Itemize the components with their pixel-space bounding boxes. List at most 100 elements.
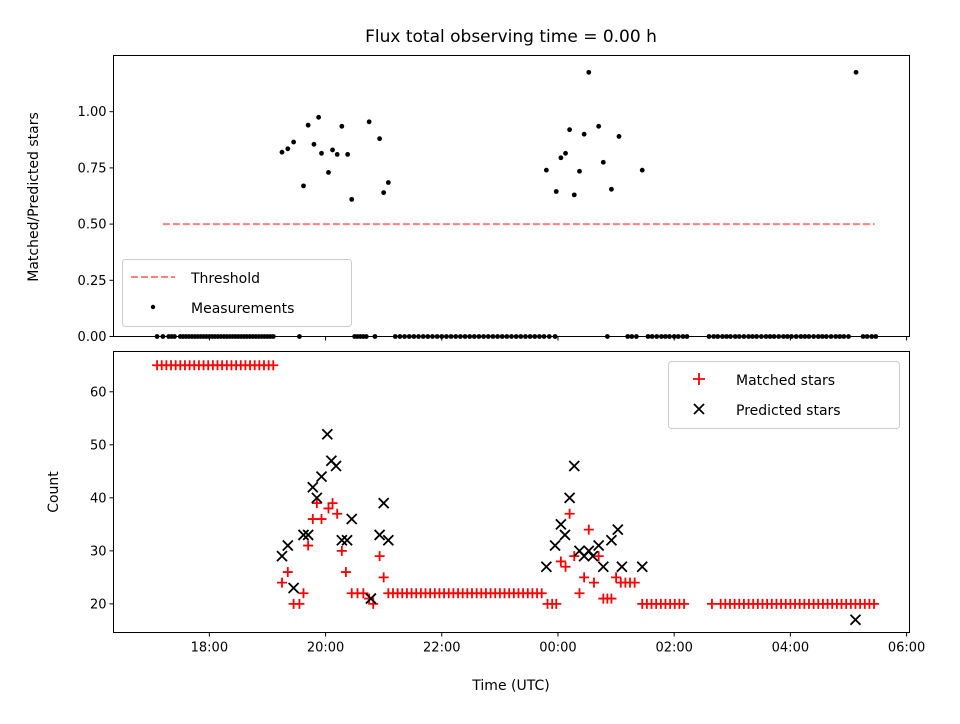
- measurement-point: [381, 190, 387, 196]
- predicted-star-point: [302, 529, 314, 541]
- matched-star-point: [589, 577, 600, 588]
- predicted-star-point: [287, 582, 300, 594]
- predicted-star-point: [587, 550, 599, 562]
- predicted-star-point: [549, 539, 561, 552]
- legend-matched-swatch: [693, 373, 705, 385]
- measurement-point: [349, 196, 355, 202]
- matched-star-point: [706, 598, 717, 609]
- measurement-point: [339, 123, 345, 129]
- measurement-point: [543, 167, 549, 173]
- measurement-point: [319, 150, 324, 156]
- measurement-point: [558, 155, 564, 161]
- measurement-point: [301, 183, 306, 189]
- legend-predicted-label: Predicted stars: [736, 403, 841, 419]
- bottom-x-tick-label: 22:00: [423, 641, 460, 656]
- predicted-star-point: [307, 481, 319, 493]
- predicted-star-point: [559, 529, 571, 541]
- measurement-point: [326, 169, 331, 175]
- matched-star-point: [327, 498, 338, 509]
- top-legend: Threshold Measurements: [122, 259, 352, 327]
- top-y-tick-label: 0.50: [78, 218, 107, 233]
- bottom-x-tick-label: 18:00: [191, 641, 228, 656]
- measurement-point: [853, 69, 859, 75]
- measurement-point: [377, 136, 383, 142]
- predicted-star-point: [373, 529, 386, 541]
- bottom-legend-box: [668, 361, 900, 429]
- measurement-point: [581, 131, 587, 137]
- measurement-point: [596, 123, 602, 129]
- top-y-axis-label: Matched/Predicted stars: [26, 112, 42, 282]
- matched-star-point: [276, 577, 287, 588]
- matched-star-point: [583, 524, 594, 535]
- matched-star-point: [268, 360, 279, 371]
- matched-star-point: [611, 572, 622, 583]
- bottom-legend: Matched stars Predicted stars: [668, 361, 900, 429]
- top-panel: Flux total observing time = 0.00 h 0.000…: [26, 27, 910, 345]
- measurement-point: [385, 180, 391, 185]
- predicted-star-point: [568, 460, 580, 472]
- matched-star-point: [307, 514, 318, 525]
- predicted-star-point: [330, 460, 342, 472]
- matched-star-point: [323, 503, 334, 514]
- matched-star-point: [593, 551, 604, 562]
- predicted-star-point: [382, 534, 394, 546]
- matched-star-point: [569, 551, 580, 562]
- bottom-y-tick-label: 30: [90, 544, 107, 559]
- bottom-x-tick-label: 02:00: [655, 641, 692, 656]
- matched-star-point: [294, 598, 305, 609]
- predicted-star-point: [555, 518, 567, 530]
- matched-star-point: [629, 577, 640, 588]
- measurement-point: [577, 168, 582, 174]
- measurement-point: [616, 134, 622, 139]
- matched-star-point: [340, 567, 351, 578]
- bottom-panel: 20 30 40 50 60 18:00 20:00 22:00 00:00 02:00 04:0…: [46, 351, 925, 694]
- bottom-x-tick-label: 06:00: [888, 641, 925, 656]
- predicted-star-point: [336, 534, 348, 546]
- measurement-point: [600, 159, 606, 165]
- bottom-x-tick-label: 04:00: [772, 641, 809, 656]
- matched-star-point: [282, 567, 293, 578]
- matched-star-point: [364, 593, 375, 604]
- bottom-y-tick-label: 20: [90, 597, 107, 612]
- matched-star-point: [298, 588, 309, 599]
- matched-star-point: [560, 561, 571, 572]
- predicted-star-point: [282, 539, 294, 552]
- predicted-star-point: [378, 497, 390, 509]
- matched-star-point: [564, 508, 575, 519]
- measurement-point: [639, 167, 645, 173]
- measurement-point: [334, 152, 340, 157]
- top-y-tick-label: 0.25: [78, 274, 107, 289]
- predicted-star-point: [593, 539, 605, 552]
- matched-star-point: [574, 588, 585, 599]
- measurement-point: [553, 189, 559, 194]
- predicted-star-point: [612, 524, 624, 536]
- predicted-star-point: [346, 513, 358, 525]
- legend-matched-label: Matched stars: [736, 373, 835, 389]
- bottom-y-tick-label: 50: [90, 438, 107, 453]
- bottom-series-layer: [152, 360, 880, 626]
- measurement-point: [586, 69, 592, 75]
- predicted-star-point: [636, 561, 648, 573]
- bottom-x-axis: 18:00 20:00 22:00 00:00 02:00 04:00 06:00: [191, 632, 925, 656]
- bottom-y-axis-label: Count: [46, 471, 62, 513]
- predicted-star-point: [597, 561, 609, 573]
- legend-predicted-swatch: [693, 403, 705, 415]
- matched-star-point: [374, 551, 385, 562]
- legend-threshold-label: Threshold: [190, 271, 260, 287]
- measurement-point: [571, 192, 577, 198]
- matched-star-point: [536, 588, 547, 599]
- matched-star-point: [555, 556, 566, 567]
- matched-star-point: [869, 598, 880, 609]
- matched-star-point: [332, 508, 343, 519]
- matched-star-point: [679, 598, 690, 609]
- bottom-plot-frame: [113, 351, 910, 633]
- measurement-point: [285, 146, 291, 152]
- predicted-star-point: [616, 561, 628, 573]
- predicted-star-point: [341, 534, 353, 546]
- predicted-star-point: [321, 428, 333, 440]
- matched-star-point: [551, 598, 562, 609]
- predicted-star-point: [563, 492, 576, 504]
- legend-measurements-swatch: [150, 304, 156, 310]
- top-y-tick-label: 0.75: [78, 161, 107, 176]
